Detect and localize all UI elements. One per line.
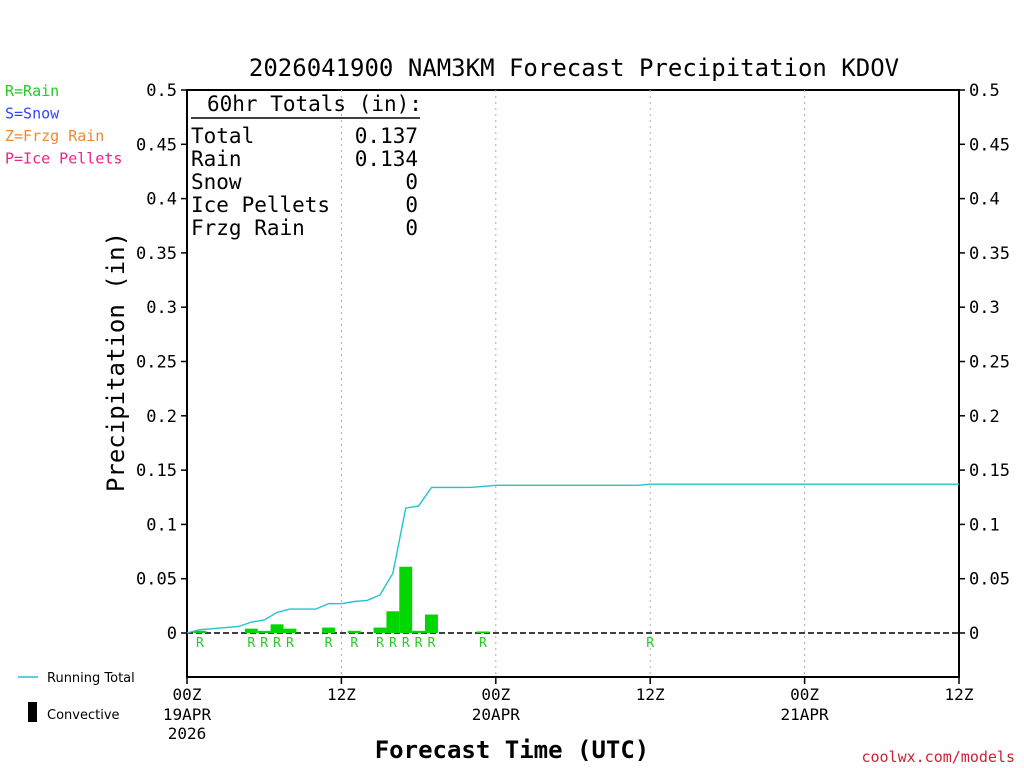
y-axis-label: Precipitation (in) (102, 232, 130, 492)
y-tick-label-right: 0.5 (969, 81, 1000, 101)
y-tick-label: 0.45 (136, 135, 177, 155)
convective-legend-label: Convective (47, 708, 120, 723)
precip-bar (476, 631, 490, 633)
totals-label: Ice Pellets (191, 193, 330, 217)
ptype-marker: R (428, 636, 436, 651)
totals-value: 0.137 (355, 124, 418, 148)
precip-bar (412, 630, 426, 633)
series-legend: Running Total Convective (18, 671, 135, 723)
totals-label: Rain (191, 147, 242, 171)
attribution: coolwx.com/models (861, 748, 1015, 766)
precip-bar (322, 627, 335, 633)
y-tick-label-right: 0.3 (969, 298, 1000, 318)
ptype-legend-item: P=Ice Pellets (5, 150, 122, 168)
ptype-marker: R (389, 636, 397, 651)
ptype-marker: R (402, 636, 410, 651)
x-tick-label: 12Z (945, 685, 974, 704)
ptype-marker: R (325, 636, 333, 651)
x-tick-label: 00Z (790, 685, 819, 704)
x-tick-year: 2026 (168, 724, 207, 743)
precip-bar (425, 614, 438, 633)
precip-bar (283, 628, 297, 633)
chart-title: 2026041900 NAM3KM Forecast Precipitation… (249, 54, 899, 82)
precip-bar (347, 630, 361, 633)
precip-bars (193, 566, 490, 633)
plot-frame (186, 89, 960, 678)
totals-box: 60hr Totals (in): Total 0.137 Rain 0.134 Sno… (191, 92, 422, 240)
y-tick-label: 0 (167, 624, 177, 644)
x-tick-label: 00Z (173, 685, 202, 704)
precip-bar (257, 630, 271, 633)
ptype-marker: R (273, 636, 281, 651)
ptype-marker: R (247, 636, 255, 651)
totals-label: Total (191, 124, 254, 148)
y-tick-label-right: 0.4 (969, 190, 1000, 210)
y-axis-left: 0 0.05 0.1 0.15 0.2 0.25 0.3 0.35 0.4 0.45 0.5 (136, 81, 187, 644)
totals-value: 0 (405, 170, 418, 194)
ptype-legend-item: R=Rain (5, 82, 59, 100)
y-tick-label: 0.2 (146, 407, 177, 427)
totals-title: 60hr Totals (in): (207, 92, 422, 116)
x-tick-label: 12Z (327, 685, 356, 704)
y-tick-label-right: 0.35 (969, 244, 1010, 264)
precip-bar (386, 611, 400, 633)
x-tick-label: 12Z (636, 685, 665, 704)
y-tick-label-right: 0.2 (969, 407, 1000, 427)
x-tick-date: 21APR (781, 705, 830, 724)
y-tick-label: 0.4 (146, 190, 177, 210)
precip-bar (244, 628, 258, 633)
y-tick-label-right: 0.05 (969, 570, 1010, 590)
totals-value: 0 (405, 216, 418, 240)
y-tick-label: 0.1 (146, 515, 177, 535)
y-tick-label: 0.05 (136, 570, 177, 590)
y-axis-right: 0 0.05 0.1 0.15 0.2 0.25 0.3 0.35 0.4 0.45 0.5 (959, 81, 1010, 644)
x-axis-label: Forecast Time (UTC) (375, 736, 650, 764)
ptype-marker: R (286, 636, 294, 651)
precip-bar (399, 566, 413, 633)
totals-label: Frzg Rain (191, 216, 305, 240)
y-tick-label: 0.5 (146, 81, 177, 101)
ptype-marker: R (376, 636, 384, 651)
ptype-marker: R (646, 636, 654, 651)
ptype-legend: R=Rain S=Snow Z=Frzg Rain P=Ice Pellets (5, 82, 122, 168)
y-tick-label-right: 0 (969, 624, 979, 644)
precip-bar (373, 627, 387, 633)
y-tick-label: 0.15 (136, 461, 177, 481)
y-tick-label: 0.35 (136, 244, 177, 264)
y-tick-label-right: 0.25 (969, 353, 1010, 373)
ptype-marker: R (350, 636, 358, 651)
totals-rows: Total 0.137 Rain 0.134 Snow 0 Ice Pellets 0 Frzg… (191, 124, 418, 240)
precip-bar (270, 624, 284, 633)
ptype-marker: R (415, 636, 423, 651)
x-tick-date: 20APR (472, 705, 521, 724)
y-tick-label-right: 0.45 (969, 135, 1010, 155)
totals-value: 0.134 (355, 147, 418, 171)
totals-value: 0 (405, 193, 418, 217)
ptype-legend-item: S=Snow (5, 105, 60, 123)
ptype-marker: R (196, 636, 204, 651)
ptype-marker: R (479, 636, 487, 651)
ptype-legend-item: Z=Frzg Rain (5, 127, 104, 145)
precip-bar (193, 630, 207, 633)
totals-label: Snow (191, 170, 242, 194)
y-tick-label-right: 0.15 (969, 461, 1010, 481)
ptype-marker: R (260, 636, 268, 651)
x-tick-label: 00Z (481, 685, 510, 704)
convective-legend-swatch (28, 702, 37, 722)
running-total-legend-label: Running Total (47, 671, 135, 686)
y-tick-label: 0.3 (146, 298, 177, 318)
y-tick-label-right: 0.1 (969, 515, 1000, 535)
vertical-gridlines (340, 90, 806, 677)
y-tick-label: 0.25 (136, 353, 177, 373)
running-total-line (186, 483, 959, 634)
x-tick-date: 19APR (163, 705, 212, 724)
